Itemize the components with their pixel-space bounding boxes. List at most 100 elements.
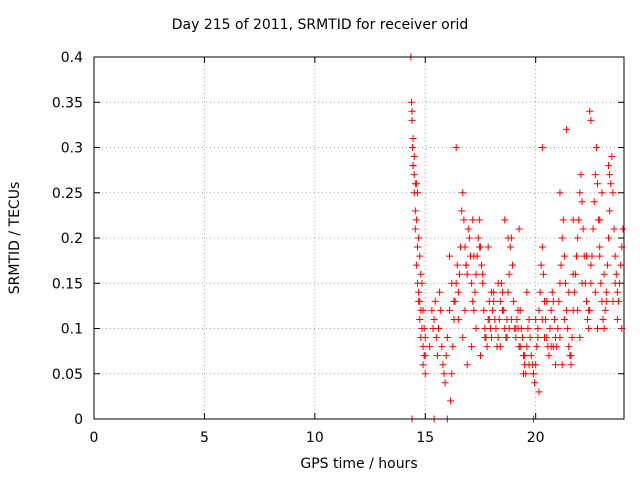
data-point	[569, 216, 577, 224]
data-point	[496, 343, 504, 351]
data-point	[421, 334, 429, 342]
data-point	[557, 261, 565, 269]
data-point	[597, 279, 605, 287]
data-point	[410, 171, 418, 179]
data-point	[495, 315, 503, 323]
data-point	[417, 306, 425, 314]
data-point	[589, 225, 597, 233]
data-point	[450, 297, 458, 305]
data-point	[564, 325, 572, 332]
data-point	[603, 261, 611, 269]
data-point	[503, 334, 511, 342]
data-point	[478, 261, 486, 269]
axis-ticks: 0 0.05 0.1 0.15 0.2 0.25 0.3 0.35 0.4 0 5 10 15 20	[52, 50, 624, 446]
data-point	[525, 361, 533, 369]
data-point	[472, 325, 480, 332]
chart-title: Day 215 of 2011, SRMTID for receiver ori…	[171, 17, 469, 33]
data-point	[472, 270, 480, 278]
data-point	[600, 270, 608, 278]
data-point	[535, 306, 543, 314]
data-point	[453, 261, 461, 269]
data-point	[504, 234, 512, 242]
data-point	[606, 171, 614, 179]
data-point	[599, 315, 607, 323]
data-point	[596, 252, 604, 260]
data-point	[512, 325, 520, 332]
y-tick-label: 0.35	[52, 95, 83, 111]
data-point	[506, 243, 514, 251]
data-point	[438, 343, 446, 351]
data-point	[454, 288, 462, 296]
data-point	[415, 297, 423, 305]
y-tick-label: 0.3	[61, 141, 83, 157]
data-point	[531, 379, 539, 387]
data-point	[594, 325, 601, 332]
data-point	[414, 279, 422, 287]
x-tick-label: 20	[527, 430, 545, 446]
data-point	[556, 334, 564, 342]
data-point	[410, 153, 418, 161]
data-point	[611, 252, 619, 260]
data-point	[412, 216, 420, 224]
data-point	[469, 216, 477, 224]
data-point	[613, 288, 621, 296]
data-point	[569, 270, 577, 278]
data-point	[505, 270, 513, 278]
data-point	[484, 243, 492, 251]
data-point	[408, 144, 416, 151]
data-point	[480, 306, 488, 314]
data-point	[578, 279, 586, 287]
data-point	[481, 334, 489, 342]
data-point	[576, 189, 584, 197]
data-point	[596, 216, 604, 224]
x-tick-label: 10	[306, 430, 324, 446]
data-point	[433, 352, 441, 360]
data-point	[488, 334, 495, 342]
data-point	[521, 352, 529, 360]
data-point	[412, 180, 420, 188]
data-point	[601, 306, 609, 314]
data-point	[578, 198, 586, 206]
data-point	[548, 288, 556, 296]
data-point	[437, 306, 445, 314]
data-point	[464, 225, 472, 233]
data-point	[430, 315, 438, 323]
data-point	[419, 361, 427, 369]
data-point	[476, 352, 484, 360]
data-point	[612, 270, 620, 278]
data-point	[523, 288, 531, 296]
data-point	[537, 261, 545, 269]
data-point	[532, 315, 540, 323]
data-point	[490, 297, 498, 305]
data-point	[560, 252, 568, 260]
data-point	[536, 288, 544, 296]
data-point	[470, 252, 478, 260]
data-point	[556, 189, 564, 197]
data-point	[567, 361, 575, 369]
data-point	[441, 379, 449, 387]
data-point	[554, 325, 562, 332]
data-point	[545, 352, 553, 360]
data-point	[567, 352, 575, 360]
data-point	[432, 334, 440, 342]
data-point	[479, 270, 487, 278]
data-point	[546, 325, 554, 332]
data-point	[494, 279, 502, 287]
data-point	[602, 288, 610, 296]
data-point	[558, 234, 566, 242]
y-tick-label: 0.2	[61, 231, 83, 247]
data-point	[458, 207, 466, 215]
data-point	[496, 297, 504, 305]
data-point	[532, 361, 540, 369]
data-point	[549, 343, 557, 351]
data-point	[446, 252, 454, 260]
data-point	[474, 234, 482, 242]
data-point	[446, 306, 454, 314]
data-point	[443, 334, 451, 342]
data-point	[563, 125, 571, 133]
data-point	[447, 397, 455, 405]
data-point	[460, 216, 468, 224]
y-tick-label: 0	[74, 412, 83, 428]
data-point	[573, 252, 581, 260]
plot-frame	[93, 56, 625, 420]
